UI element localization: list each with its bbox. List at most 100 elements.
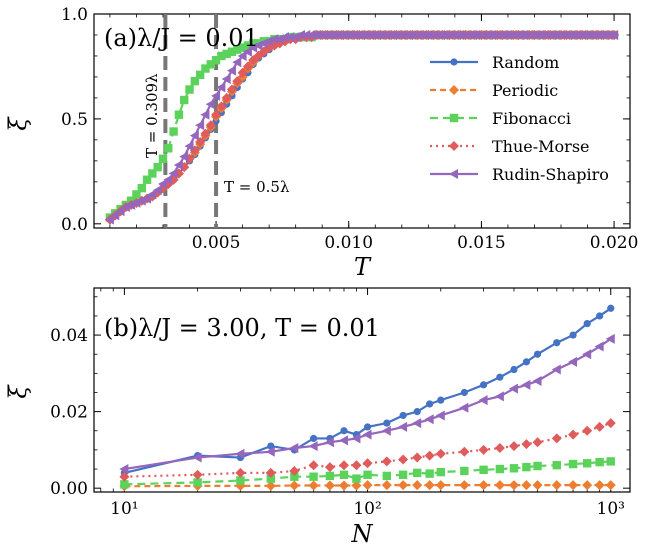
data-point bbox=[571, 29, 581, 40]
data-point bbox=[532, 480, 543, 491]
data-point bbox=[211, 109, 222, 120]
data-point bbox=[308, 460, 319, 471]
data-point bbox=[242, 61, 253, 72]
legend-marker bbox=[449, 169, 458, 179]
data-point bbox=[310, 434, 318, 443]
data-point bbox=[459, 402, 469, 413]
legend-label: Fibonacci bbox=[492, 109, 571, 128]
data-point bbox=[324, 437, 334, 448]
data-point bbox=[566, 29, 576, 40]
data-point bbox=[532, 437, 543, 448]
series-periodic bbox=[119, 480, 616, 492]
data-point bbox=[412, 480, 423, 491]
data-point bbox=[594, 480, 605, 491]
data-point bbox=[285, 32, 295, 43]
data-point bbox=[351, 480, 362, 491]
data-point bbox=[195, 70, 205, 80]
data-point bbox=[534, 29, 544, 40]
data-point bbox=[142, 175, 152, 184]
panel-b-label: (b)λ/J = 3.00, T = 0.01 bbox=[104, 314, 380, 342]
data-point bbox=[487, 29, 497, 40]
data-point bbox=[521, 379, 531, 390]
data-point bbox=[459, 480, 470, 491]
data-point bbox=[521, 439, 532, 450]
data-point bbox=[551, 433, 562, 444]
data-point bbox=[301, 29, 311, 40]
y-tick-label: 0.04 bbox=[50, 326, 88, 346]
data-point bbox=[460, 466, 469, 476]
data-point bbox=[561, 29, 571, 40]
data-point bbox=[522, 358, 531, 366]
panel-a-xlabel: T bbox=[354, 253, 372, 281]
data-point bbox=[381, 456, 392, 467]
data-point bbox=[362, 429, 372, 440]
data-point bbox=[508, 441, 519, 452]
data-point bbox=[363, 470, 372, 479]
data-point bbox=[236, 476, 245, 485]
data-point bbox=[351, 433, 361, 444]
data-point bbox=[412, 418, 422, 429]
data-point bbox=[338, 29, 348, 40]
data-point bbox=[582, 480, 593, 491]
data-point bbox=[289, 480, 300, 491]
data-point bbox=[308, 441, 318, 452]
data-point bbox=[436, 467, 445, 477]
data-point bbox=[423, 29, 433, 40]
legend: Random Periodic Fibonacci Thue-Morse Rudin-S… bbox=[430, 53, 609, 184]
data-point bbox=[552, 461, 561, 470]
data-point bbox=[412, 452, 423, 463]
data-point bbox=[593, 29, 603, 40]
data-point bbox=[568, 429, 579, 440]
x-tick-label: 10¹ bbox=[110, 499, 138, 519]
data-point bbox=[577, 29, 587, 40]
data-point bbox=[222, 49, 231, 59]
data-point bbox=[364, 29, 374, 40]
data-point bbox=[324, 462, 335, 473]
x-tick-label: 0.005 bbox=[192, 233, 241, 253]
data-point bbox=[338, 480, 349, 491]
data-point bbox=[309, 472, 318, 481]
data-point bbox=[596, 312, 604, 320]
data-point bbox=[418, 29, 428, 40]
legend-item: Periodic bbox=[430, 81, 558, 100]
data-point bbox=[433, 29, 443, 40]
data-point bbox=[518, 29, 528, 40]
data-point bbox=[359, 29, 369, 40]
data-point bbox=[513, 29, 523, 40]
data-point bbox=[363, 423, 372, 431]
data-point bbox=[120, 480, 129, 489]
data-point bbox=[179, 151, 189, 162]
data-point bbox=[242, 46, 252, 57]
data-point bbox=[428, 29, 438, 40]
data-point bbox=[306, 29, 316, 40]
data-point bbox=[435, 448, 446, 459]
data-point bbox=[424, 450, 435, 461]
data-point bbox=[545, 29, 555, 40]
data-point bbox=[217, 51, 226, 61]
data-point bbox=[333, 29, 343, 40]
data-point bbox=[338, 460, 349, 471]
data-point bbox=[383, 419, 391, 427]
series-fibonacci bbox=[120, 457, 615, 489]
panel-a-frame bbox=[93, 13, 631, 229]
data-point bbox=[119, 471, 130, 482]
panel-a-ylabel: ξ̅ bbox=[4, 116, 32, 131]
data-point bbox=[184, 141, 194, 152]
data-point bbox=[413, 468, 422, 478]
data-point bbox=[412, 29, 422, 40]
data-point bbox=[370, 29, 380, 40]
data-point bbox=[594, 341, 604, 352]
panel-a-series bbox=[104, 29, 620, 225]
legend-marker bbox=[449, 141, 459, 151]
data-point bbox=[200, 109, 210, 120]
data-point bbox=[343, 29, 353, 40]
legend-label: Thue-Morse bbox=[492, 137, 590, 156]
data-point bbox=[508, 480, 519, 491]
x-tick-label: 0.020 bbox=[590, 233, 639, 253]
data-point bbox=[494, 480, 505, 491]
data-point bbox=[607, 304, 615, 312]
data-point bbox=[605, 333, 615, 344]
data-point bbox=[476, 29, 486, 40]
data-point bbox=[587, 29, 597, 40]
